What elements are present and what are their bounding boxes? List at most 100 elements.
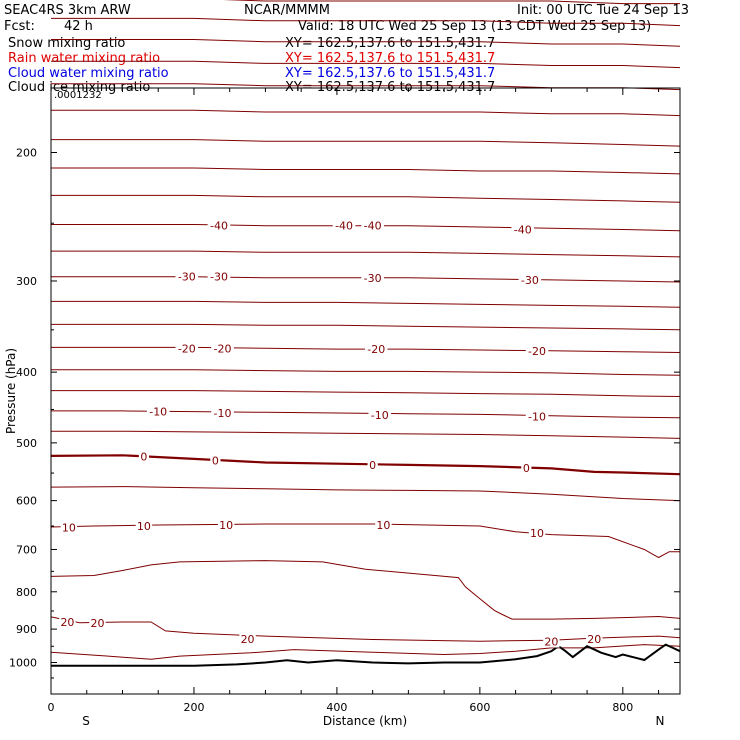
contour-label: 0 bbox=[212, 455, 219, 468]
y-tick-label: 1000 bbox=[9, 657, 37, 670]
terrain-line bbox=[51, 643, 681, 667]
contour-label: 0 bbox=[140, 450, 147, 463]
field-cloud-water-xy: XY= 162.5,137.6 to 151.5,431.7 bbox=[285, 66, 496, 81]
field-rain-name: Rain water mixing ratio bbox=[8, 51, 161, 66]
x-tick-label: 0 bbox=[48, 701, 55, 714]
contour-line bbox=[51, 250, 681, 258]
contour-label: -20 bbox=[528, 345, 546, 358]
contour-label-bg bbox=[175, 342, 199, 355]
contour-label-bg bbox=[135, 519, 153, 532]
contour-line bbox=[50, 486, 681, 502]
contour-label-bg bbox=[207, 219, 231, 232]
contour-line bbox=[51, 323, 681, 331]
contour-line bbox=[51, 17, 681, 27]
contour-label: 20 bbox=[241, 633, 255, 646]
plot-frame bbox=[50, 87, 681, 695]
contour-line bbox=[51, 194, 681, 203]
forecast-label: Fcst: bbox=[4, 19, 35, 34]
contour-line bbox=[51, 83, 681, 91]
contour-line bbox=[50, 523, 680, 559]
contour-label: 10 bbox=[62, 521, 76, 534]
contour-label: 10 bbox=[530, 527, 544, 540]
contour-label-bg bbox=[146, 405, 170, 418]
field-snow-xy: XY= 162.5,137.6 to 151.5,431.7 bbox=[285, 36, 496, 51]
contour-line bbox=[51, 300, 681, 308]
y-tick-label: 500 bbox=[16, 437, 37, 450]
model-name: SEAC4RS 3km ARW bbox=[4, 3, 131, 18]
contour-label-bg bbox=[364, 343, 388, 356]
contour-line bbox=[51, 139, 681, 147]
y-tick-label: 800 bbox=[16, 586, 37, 599]
contour-label-bg bbox=[586, 632, 603, 645]
contour-line bbox=[50, 454, 681, 476]
contour-label-bg bbox=[525, 344, 549, 357]
contour-label: 20 bbox=[90, 617, 104, 630]
forecast-hours: 42 h bbox=[64, 19, 93, 34]
x-tick-label: 600 bbox=[469, 701, 490, 714]
contour-label-bg bbox=[175, 270, 199, 283]
contour-label: -20 bbox=[214, 342, 232, 355]
contour-line bbox=[51, 430, 681, 439]
x-end-label-right: N bbox=[656, 714, 665, 728]
x-tick-label: 800 bbox=[612, 701, 633, 714]
contour-label-bg bbox=[217, 519, 235, 532]
y-tick-label: 600 bbox=[16, 495, 37, 508]
contour-label-bg bbox=[239, 632, 256, 645]
contour-line bbox=[222, 0, 680, 5]
corner-value: .0001232 bbox=[54, 90, 102, 101]
contour-labels: -76.68-74.05-73.95-70-70-40-40-40-40-30-… bbox=[59, 219, 603, 649]
contour-label: 0 bbox=[523, 462, 530, 475]
contour-line bbox=[51, 369, 681, 376]
y-axis-title: Pressure (hPa) bbox=[4, 348, 18, 434]
contour-label: -40 bbox=[210, 220, 228, 233]
field-cloud-water-name: Cloud water mixing ratio bbox=[8, 66, 169, 81]
contour-line bbox=[51, 39, 681, 47]
contour-label-bg bbox=[367, 458, 378, 471]
contour-label-bg bbox=[521, 461, 532, 474]
contour-label: -40 bbox=[514, 223, 532, 236]
contour-label-bg bbox=[138, 450, 150, 463]
contour-line bbox=[51, 60, 681, 69]
organization: NCAR/MMMM bbox=[244, 3, 330, 18]
contour-label-bg bbox=[332, 219, 356, 232]
contour-lines bbox=[50, 0, 681, 667]
contour-label-bg bbox=[60, 521, 78, 534]
contour-label: -40 bbox=[335, 220, 353, 233]
contour-label-bg bbox=[525, 410, 549, 423]
contour-label-bg bbox=[207, 270, 231, 283]
contour-label-bg bbox=[361, 219, 384, 232]
contour-line bbox=[51, 167, 681, 175]
contour-line bbox=[51, 109, 681, 117]
contour-label: -30 bbox=[521, 274, 539, 287]
contour-label-bg bbox=[210, 454, 221, 467]
contour-label: -30 bbox=[364, 272, 382, 285]
contour-line bbox=[51, 410, 681, 419]
contour-label-bg bbox=[368, 409, 392, 422]
contour-label: 20 bbox=[544, 636, 558, 649]
field-rain-xy: XY= 162.5,137.6 to 151.5,431.7 bbox=[285, 51, 496, 66]
contour-label: -10 bbox=[214, 407, 232, 420]
y-tick-label: 300 bbox=[16, 275, 37, 288]
contour-line bbox=[50, 644, 681, 660]
contour-label-bg bbox=[89, 617, 106, 630]
contour-label-bg bbox=[543, 635, 560, 648]
contour-label-bg bbox=[211, 406, 234, 419]
contour-label: 10 bbox=[219, 519, 233, 532]
contour-label-bg bbox=[59, 615, 76, 628]
contour-label: -10 bbox=[149, 406, 167, 419]
contour-label-bg bbox=[361, 271, 384, 284]
contour-label: -10 bbox=[371, 409, 389, 422]
contour-line bbox=[51, 390, 681, 397]
y-tick-label: 400 bbox=[16, 366, 37, 379]
x-tick-label: 200 bbox=[183, 701, 204, 714]
contour-label: -20 bbox=[367, 343, 385, 356]
contour-label: 10 bbox=[376, 519, 390, 532]
contour-label: -20 bbox=[178, 342, 196, 355]
contour-label-bg bbox=[511, 223, 535, 236]
contour-label: 10 bbox=[137, 520, 151, 533]
contour-label: 20 bbox=[587, 633, 601, 646]
contour-label: 0 bbox=[369, 459, 376, 472]
x-tick-label: 400 bbox=[326, 701, 347, 714]
